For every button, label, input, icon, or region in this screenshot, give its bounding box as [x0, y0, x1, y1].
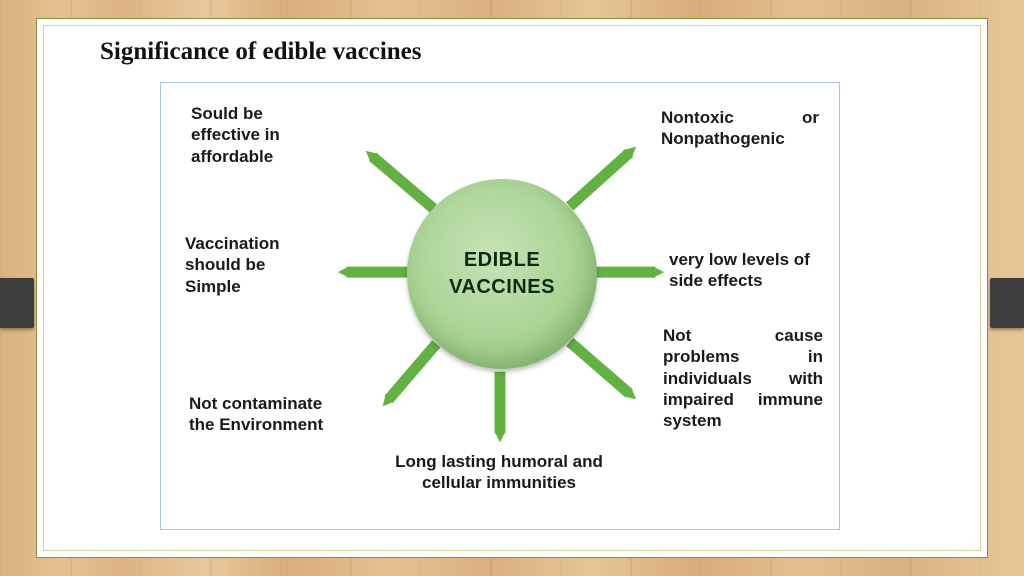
center-line2: VACCINES — [449, 276, 555, 298]
arrow-to-immunesystem — [570, 342, 630, 394]
label-environment: Not contaminate the Environment — [189, 393, 329, 436]
label-longlasting: Long lasting humoral and cellular immuni… — [379, 451, 619, 494]
label-affordable: Sould be effective in affordable — [191, 103, 311, 167]
edible-vaccines-diagram: EDIBLE VACCINES Sould be effective in af… — [160, 82, 840, 530]
arrow-to-affordable — [373, 157, 434, 209]
page-title: Significance of edible vaccines — [100, 38, 422, 66]
nav-tab-right — [990, 278, 1024, 328]
nav-tab-left — [0, 278, 34, 328]
label-nontoxic: Nontoxic or Nonpathogenic — [661, 107, 819, 150]
center-line1: EDIBLE — [464, 249, 540, 271]
center-label: EDIBLE VACCINES — [449, 247, 555, 301]
label-simple: Vaccination should be Simple — [185, 233, 311, 297]
arrow-to-nontoxic — [570, 153, 630, 207]
center-circle: EDIBLE VACCINES — [407, 179, 597, 369]
label-immunesystem: Not cause problems in individuals with i… — [663, 325, 823, 431]
label-sideeffects: very low levels of side effects — [669, 249, 829, 292]
arrow-to-environment — [389, 344, 437, 400]
